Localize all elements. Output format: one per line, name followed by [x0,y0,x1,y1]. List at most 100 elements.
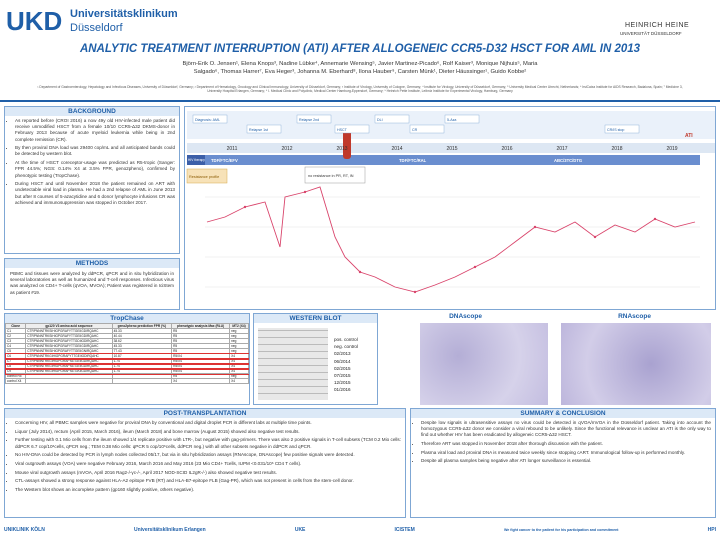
image-title: DNAscope [449,313,482,320]
tropchase-box: TropChase Clone gp120 V3 amino acid seque… [4,313,250,405]
event-box [296,114,332,124]
summary-box: SUMMARY & CONCLUSION Despite low signals… [410,408,716,518]
divider [0,100,720,102]
section-title: WESTERN BLOT [254,314,377,323]
event-box [444,114,480,124]
image-title: RNAscope [618,313,651,320]
title: ANALYTIC TREATMENT INTERRUPTION (ATI) AF… [79,43,641,55]
resistance-note-bg [304,166,366,184]
year-label: 2016 [501,146,512,152]
timeline-bg [185,107,715,309]
event-box [374,114,410,124]
event-box [409,124,445,134]
year-label: 2017 [556,146,567,152]
dnascope-box: DNAscope [382,313,549,405]
footer-logo: Universitätsklinikum Erlangen [133,526,206,533]
event-label: Relapse 1st [249,128,268,132]
footer-logo: HPI [707,526,716,533]
year-label: 2012 [281,146,292,152]
bullet: As reported before (CROI 2016) a now 49y… [15,118,175,143]
bullet-list: Concerning HIV, all PBMC samples were ne… [5,420,405,493]
bullet-list: As reported before (CROI 2016) a now 49y… [5,118,179,206]
bullet: Liquor (July 2014), rectum (April 2015, … [15,429,401,435]
bullet: Plasma viral load and proviral DNA is me… [421,450,711,456]
background-box: BACKGROUND As reported before (CROI 2016… [4,106,180,254]
bullet: Concerning HIV, all PBMC samples were ne… [15,420,401,426]
blot-label: 02/2013 [334,351,351,357]
regimen-label: TDF/FTC/RAL [399,158,427,163]
dnascope-image [420,323,548,405]
year-label: 2015 [446,146,457,152]
blot-label: 07/2015 [334,373,351,379]
resistance-label-bg [186,168,228,184]
bullet: CTL-assays showed a strong response agai… [15,478,401,484]
logo-hhu: HEINRICH HEINE [625,22,690,29]
column-header: phenotypic analysis Max (RLU) [171,323,231,329]
footer-logo: ICISTEM [394,526,415,533]
regimen-label: ABC/3TC/DTG [554,158,582,163]
table-cell [111,378,173,384]
bullet: Despite low signals in ultrasensitive as… [421,420,711,439]
bullet: Therefore ART was stopped in November 20… [421,441,711,447]
section-title: SUMMARY & CONCLUSION [411,409,715,418]
blot-label: neg. control [334,344,359,350]
blot-label: 01/2016 [334,387,351,393]
event-label: CR [412,128,418,132]
blot-image [258,328,328,400]
table-cell: control X4 [5,378,27,384]
blot-labels: pos. control neg. control 02/2013 06/2014 02… [334,336,358,394]
affiliations: ¹ Department of Gastroenterology, Hepato… [37,85,683,94]
event-label: Diagnosis: AML [195,118,220,122]
bullet: No HIV-DNA could be detected by PCR in l… [15,452,401,458]
table-cell [25,378,113,384]
event-box [604,124,640,134]
event-box [192,114,228,124]
regimen-bar [205,155,335,165]
bullet: During HSCT and until November 2018 the … [15,181,175,206]
logo-ukd: UKD [6,6,63,36]
section-title: METHODS [5,259,179,268]
column-header: MT2 (X4) [229,323,249,329]
western-blot-box: WESTERN BLOT pos. control neg. control 02/… [253,313,378,405]
event-label: HSCT [337,128,348,132]
viral-load-points [243,190,657,294]
logo-hhu-sub: UNIVERSITÄT DÜSSELDORF [620,31,682,36]
year-label: 2019 [666,146,677,152]
therapy-label: HIV therapy [188,158,205,162]
event-box [246,124,282,134]
event-box [334,124,370,134]
methods-text: PBMC and tissues were analyzed by ddPCR,… [10,271,174,295]
year-label: 2014 [391,146,402,152]
event-label: Relapse 2nd [299,118,319,122]
methods-box: METHODS PBMC and tissues were analyzed b… [4,258,180,310]
blot-label: pos. control [334,337,358,342]
resistance-label: Resistance profile [189,175,219,179]
logo-city: Düsseldorf [70,22,123,34]
regimen-bar [335,155,490,165]
event-label: CR/IS stop [607,128,624,132]
timeline-box: 2011 2012 2013 2014 2015 2016 2017 2018 2019 Diag… [184,106,716,310]
year-label: 2011 [227,146,238,152]
years-band [187,143,715,153]
bullet-list: Despite low signals in ultrasensitive as… [411,420,715,465]
bullet: The Western blot shows an incomplete pat… [15,487,401,493]
viral-load-line [206,186,696,293]
table-cell: X4 [171,378,231,384]
timeline: 2011 2012 2013 2014 2015 2016 2017 2018 2019 Diag… [185,107,715,309]
section-title: TropChase [5,314,249,323]
regimen-label: TDF/FTC/EFV [211,158,238,163]
table-header: Clone gp120 V3 amino acid sequence geno2ph… [5,323,249,329]
ati-label: ATI [685,133,693,139]
blot-label: 06/2014 [334,358,351,364]
post-box: POST-TRANSPLANTATION Concerning HIV, all… [4,408,406,518]
grid [205,196,700,288]
bullet: Despite all plasma samples being negativ… [421,458,711,464]
bullet: Mouse viral outgrowth assays (mVOA, Apri… [15,470,401,476]
blot-label: 12/2015 [334,380,351,386]
column-header: geno2pheno prediction FPR (%) [111,323,173,329]
footer-logo: We fight cancer to the patient for his p… [503,527,619,532]
rnascope-image [561,323,711,405]
blot-label: 02/2015 [334,365,351,371]
footer-logo: UKE [294,526,306,533]
bullet: By then proviral DNA load was 29400 cop/… [15,145,175,157]
